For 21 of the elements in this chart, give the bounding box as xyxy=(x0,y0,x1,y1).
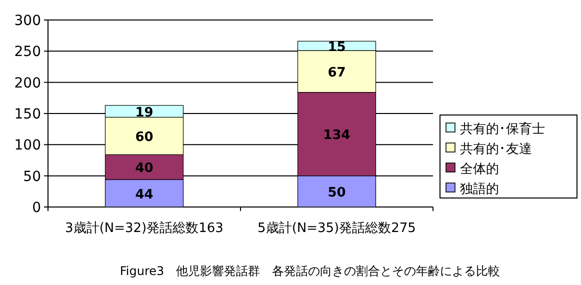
x-tick-label: 5歳計(N=35)発話総数275 xyxy=(258,221,416,236)
y-tick-label: 200 xyxy=(14,75,41,92)
legend-label: 共有的･友達 xyxy=(460,142,532,157)
y-tick-label: 150 xyxy=(14,106,41,122)
x-tick-label: 3歳計(N=32)発話総数163 xyxy=(65,221,224,236)
caption: Figure3 他児影響発話群 各発話の向きの割合とその年齢による比較 xyxy=(120,264,500,278)
data-label: 60 xyxy=(135,130,154,145)
data-label: 19 xyxy=(135,105,154,120)
legend-label: 共有的･保育士 xyxy=(460,121,545,137)
y-tick-label: 100 xyxy=(14,138,41,154)
data-label: 44 xyxy=(135,187,154,202)
legend-label: 独語的 xyxy=(460,182,499,197)
y-tick-label: 300 xyxy=(14,13,41,29)
data-label: 134 xyxy=(323,128,350,144)
y-tick-label: 250 xyxy=(14,44,41,60)
legend-label: 全体的 xyxy=(460,162,499,177)
data-label: 67 xyxy=(328,65,346,80)
data-label: 50 xyxy=(328,185,346,200)
y-tick-label: 0 xyxy=(32,200,41,216)
data-label: 40 xyxy=(135,161,154,176)
y-tick-label: 50 xyxy=(23,168,41,185)
